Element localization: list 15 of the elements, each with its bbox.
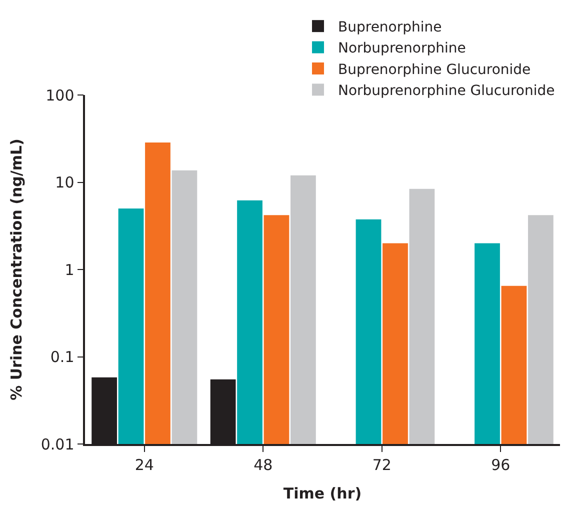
y-tick-label: 100 — [46, 86, 74, 104]
y-tick-label: 1 — [64, 260, 74, 279]
x-tick-label: 72 — [372, 456, 392, 474]
y-tick-label: 10 — [55, 174, 74, 192]
y-tick-label: 0.01 — [40, 435, 74, 454]
y-tick-label: 0.1 — [50, 348, 74, 366]
x-axis-title: Time (hr) — [283, 484, 362, 502]
x-tick-label: 96 — [491, 456, 510, 474]
legend-label: Norbuprenorphine Glucuronide — [338, 83, 555, 100]
legend-label: Buprenorphine — [338, 20, 442, 36]
legend-label: Norbuprenorphine — [338, 40, 466, 57]
y-axis-title: % Urine Concentration (ng/mL) — [8, 138, 26, 400]
x-tick-label: 24 — [134, 456, 154, 474]
x-tick-label: 48 — [254, 456, 273, 474]
legend-label: Buprenorphine Glucuronide — [338, 62, 531, 78]
